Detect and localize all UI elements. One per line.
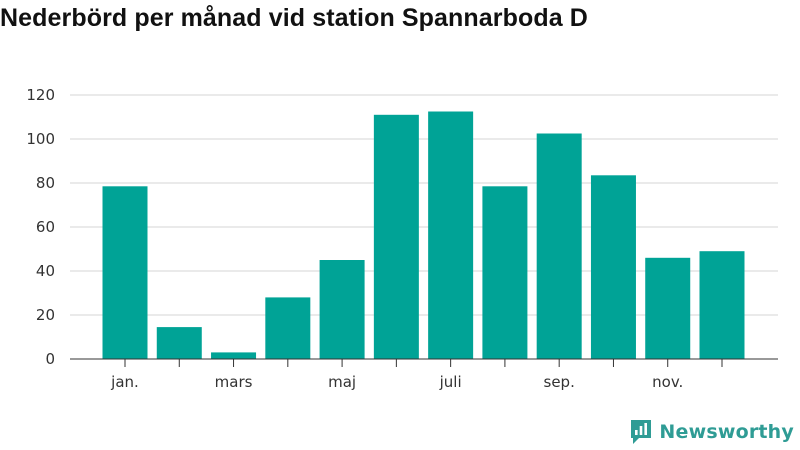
gridlines [70, 94, 778, 316]
newsworthy-brand: Newsworthy [629, 419, 794, 445]
chart-title: Nederbörd per månad vid station Spannarb… [0, 4, 588, 32]
y-tick-label: 80 [36, 174, 55, 192]
bar-okt [590, 175, 636, 359]
x-tick-label: nov. [652, 373, 683, 391]
y-tick-label: 20 [36, 306, 55, 324]
bar-feb [156, 327, 202, 359]
bar-juli [428, 111, 474, 359]
x-tick-label: maj [328, 373, 356, 391]
y-axis-ticks: 0 20 40 60 80 100 120 [26, 86, 55, 368]
y-tick-label: 60 [36, 218, 55, 236]
bar-jan [102, 186, 148, 359]
y-tick-label: 120 [26, 86, 55, 104]
bars [102, 111, 745, 359]
bar-maj [319, 260, 365, 359]
x-tick-label: jan. [110, 373, 139, 391]
x-axis: jan. mars maj juli sep. nov. [70, 358, 778, 391]
bar-aug [482, 186, 528, 359]
y-tick-label: 0 [45, 350, 55, 368]
bar-nov [645, 257, 691, 359]
x-tick-label: sep. [544, 373, 575, 391]
newsworthy-logo-icon [631, 420, 652, 444]
y-tick-label: 100 [26, 130, 55, 148]
bar-juni [373, 114, 419, 359]
bar-sep [536, 133, 582, 359]
bar-dec [699, 251, 745, 359]
x-tick-label: mars [215, 373, 253, 391]
bar-mars [211, 352, 257, 359]
bar-apr [265, 297, 311, 359]
brand-name: Newsworthy [659, 421, 794, 443]
y-tick-label: 40 [36, 262, 55, 280]
x-tick-label: juli [439, 373, 462, 391]
